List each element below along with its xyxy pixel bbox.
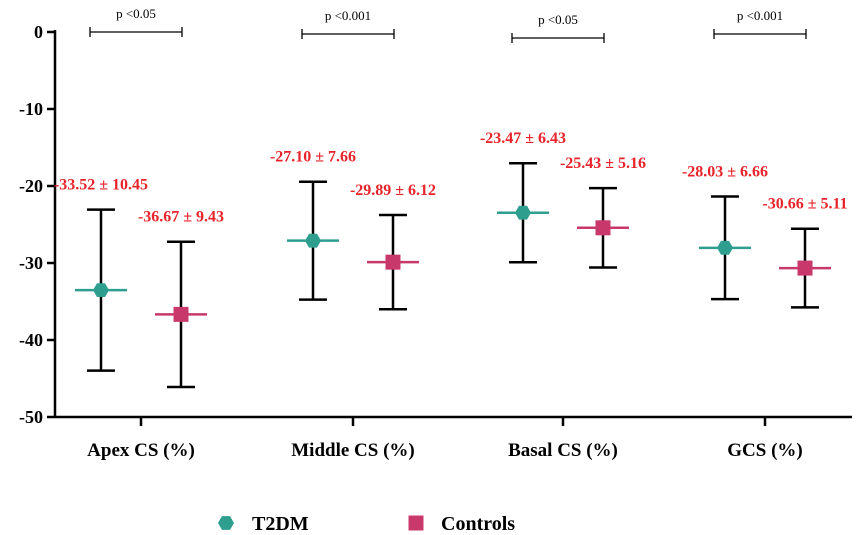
x-tick-label: GCS (%)	[727, 440, 802, 461]
p-value-label: p <0.05	[538, 12, 578, 27]
legend-marker-t2dm	[218, 516, 234, 530]
marks: -33.52 ± 10.45 -27.10 ± 7.66 -23.47 ± 6.43…	[54, 6, 848, 389]
p-value-label: p <0.001	[325, 8, 371, 23]
data-label: -27.10 ± 7.66	[270, 149, 356, 166]
data-label: -33.52 ± 10.45	[54, 177, 148, 194]
legend-label: T2DM	[252, 513, 309, 535]
point-t2dm	[717, 240, 733, 255]
data-label: -25.43 ± 5.16	[560, 155, 646, 172]
x-tick-label: Apex CS (%)	[87, 440, 195, 461]
point-t2dm	[305, 233, 321, 248]
y-tick-label: -20	[19, 176, 43, 196]
x-tick-label: Basal CS (%)	[508, 440, 618, 461]
data-label: -28.03 ± 6.66	[682, 164, 768, 181]
data-label: -30.66 ± 5.11	[762, 196, 847, 213]
p-value-label: p <0.05	[116, 6, 156, 21]
y-tick-label: -40	[19, 330, 43, 350]
x-tick-label: Middle CS (%)	[291, 440, 415, 461]
data-label: -36.67 ± 9.43	[138, 209, 224, 226]
point-controls	[595, 220, 611, 236]
legend: T2DM Controls	[218, 513, 515, 535]
y-tick-label: -30	[19, 253, 43, 273]
point-controls	[385, 254, 401, 270]
axes: 0 -10 -20 -30 -40 -50 Apex CS (%) Middle CS (%)…	[19, 22, 852, 461]
legend-marker-controls	[408, 515, 424, 531]
p-value-label: p <0.001	[737, 8, 783, 23]
legend-label: Controls	[441, 513, 515, 535]
point-t2dm	[93, 283, 109, 297]
y-tick-label: -10	[19, 99, 43, 119]
data-label: -23.47 ± 6.43	[480, 130, 566, 147]
point-controls	[797, 260, 813, 276]
y-tick-label: -50	[19, 407, 43, 427]
data-label: -29.89 ± 6.12	[350, 182, 436, 199]
y-tick-label: 0	[34, 22, 43, 42]
point-t2dm	[515, 205, 531, 220]
point-controls	[173, 306, 189, 322]
